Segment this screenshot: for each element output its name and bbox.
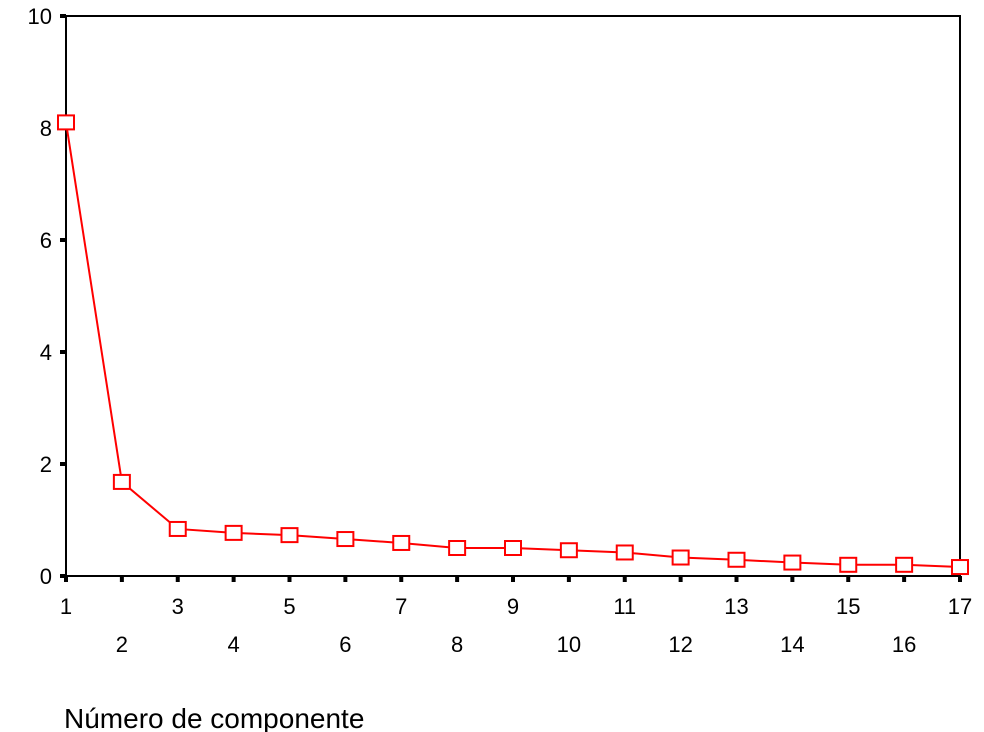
data-point-marker (727, 551, 746, 568)
x-tick-label: 13 (724, 594, 748, 619)
data-point-marker (112, 473, 131, 490)
x-tick-label: 17 (948, 594, 972, 619)
y-tick-label: 8 (40, 116, 52, 141)
y-tick-label: 2 (40, 452, 52, 477)
data-point-marker (336, 531, 355, 548)
data-point-marker (504, 540, 522, 556)
x-tick-label: 3 (172, 594, 184, 619)
data-point-marker (783, 554, 802, 571)
x-axis-title: Número de componente (64, 703, 364, 732)
data-point-marker (671, 549, 690, 566)
x-tick-label: 8 (451, 632, 463, 657)
series (57, 114, 969, 576)
x-tick-label: 12 (668, 632, 692, 657)
x-tick-label: 1 (60, 594, 72, 619)
y-tick-label: 4 (40, 340, 52, 365)
data-point-marker (168, 520, 187, 537)
y-tick-label: 10 (28, 4, 52, 29)
data-point-marker (839, 556, 858, 573)
x-tick-label: 9 (507, 594, 519, 619)
x-tick-label: 7 (395, 594, 407, 619)
y-tick-label: 6 (40, 228, 52, 253)
x-tick-label: 5 (283, 594, 295, 619)
data-point-marker (448, 540, 467, 556)
x-tick-label: 16 (892, 632, 916, 657)
data-point-marker (895, 556, 914, 573)
data-point-marker (392, 534, 411, 551)
data-point-marker (280, 527, 299, 544)
x-tick-label: 15 (836, 594, 860, 619)
series-line (65, 122, 961, 569)
data-point-marker (615, 544, 634, 561)
axes (65, 15, 961, 577)
data-point-marker (224, 524, 243, 541)
x-tick-label: 14 (780, 632, 804, 657)
data-point-marker (57, 114, 75, 131)
y-tick-label: 0 (40, 564, 52, 589)
x-tick-label: 11 (613, 594, 636, 619)
x-tick-label: 6 (339, 632, 351, 657)
x-tick-label: 2 (116, 632, 128, 657)
data-point-marker (951, 559, 969, 576)
data-point-marker (559, 542, 578, 559)
x-tick-label: 4 (228, 632, 240, 657)
plot-frame (65, 15, 961, 577)
x-tick-label: 10 (557, 632, 581, 657)
